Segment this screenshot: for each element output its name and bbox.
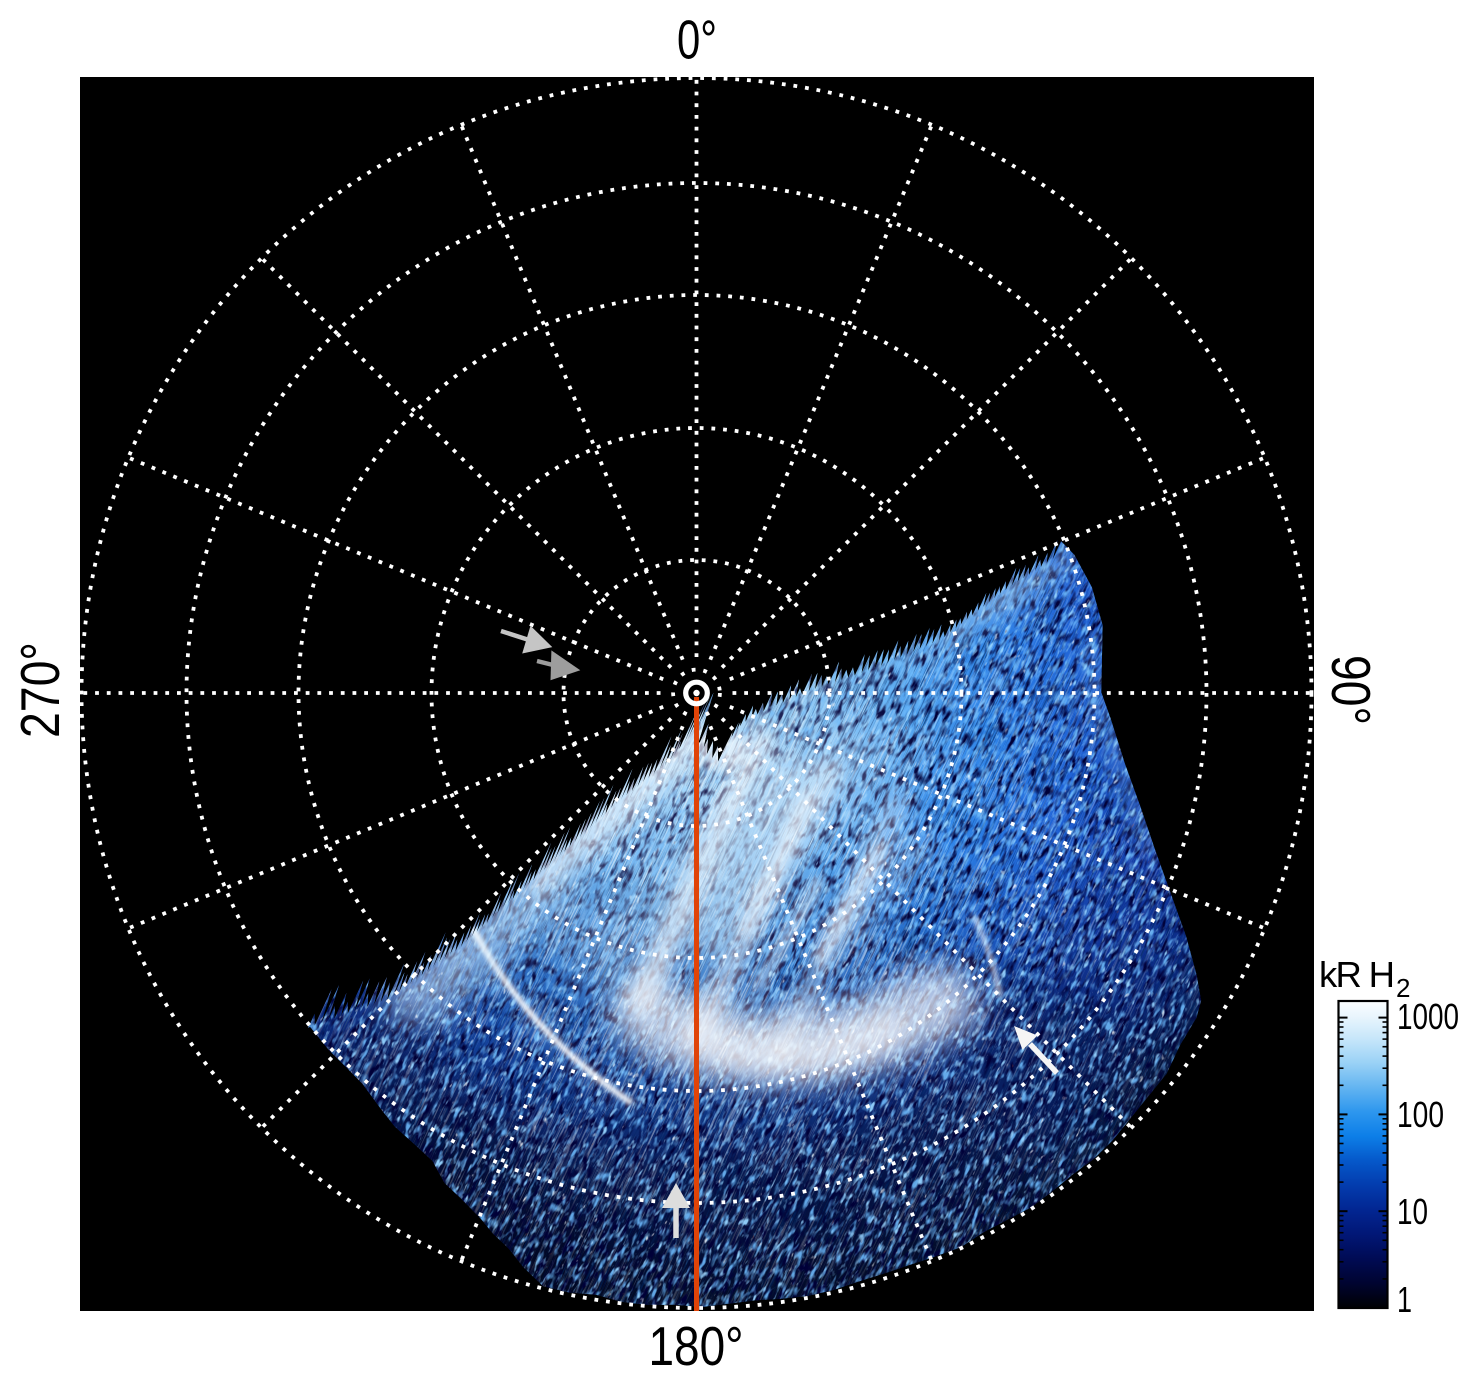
svg-text:kR H: kR H	[1319, 954, 1395, 995]
svg-text:10: 10	[1397, 1191, 1428, 1232]
svg-text:180°: 180°	[649, 1315, 744, 1377]
svg-text:100: 100	[1397, 1094, 1444, 1135]
svg-text:1000: 1000	[1397, 996, 1459, 1037]
svg-text:0°: 0°	[677, 9, 717, 71]
svg-text:90°: 90°	[1320, 655, 1382, 725]
svg-text:2: 2	[1396, 973, 1410, 1003]
svg-text:270°: 270°	[9, 642, 71, 738]
svg-text:1: 1	[1397, 1279, 1412, 1320]
